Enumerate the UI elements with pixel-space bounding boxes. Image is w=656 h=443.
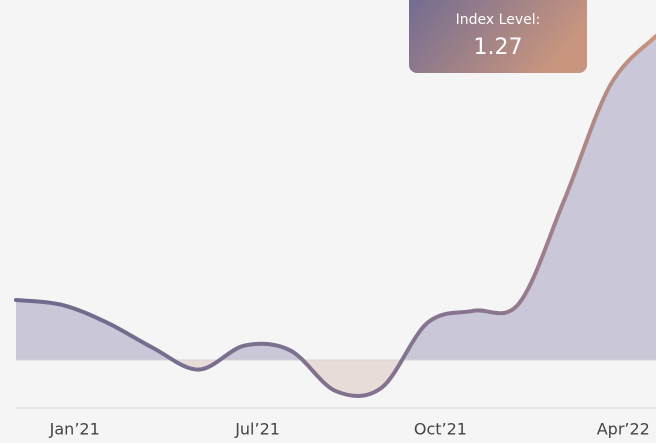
x-tick-label: Jan’21 xyxy=(49,420,100,439)
tooltip: Index Level: 1.27 xyxy=(409,0,587,73)
line xyxy=(14,34,656,398)
tooltip-value: 1.27 xyxy=(474,35,523,60)
x-tick-label: Oct’21 xyxy=(414,420,467,439)
x-tick-label: Apr’22 xyxy=(597,420,650,439)
tooltip-label: Index Level: xyxy=(456,12,541,28)
x-tick-label: Jul’21 xyxy=(234,420,280,439)
area-below xyxy=(16,360,656,397)
tooltip-box xyxy=(409,0,587,73)
